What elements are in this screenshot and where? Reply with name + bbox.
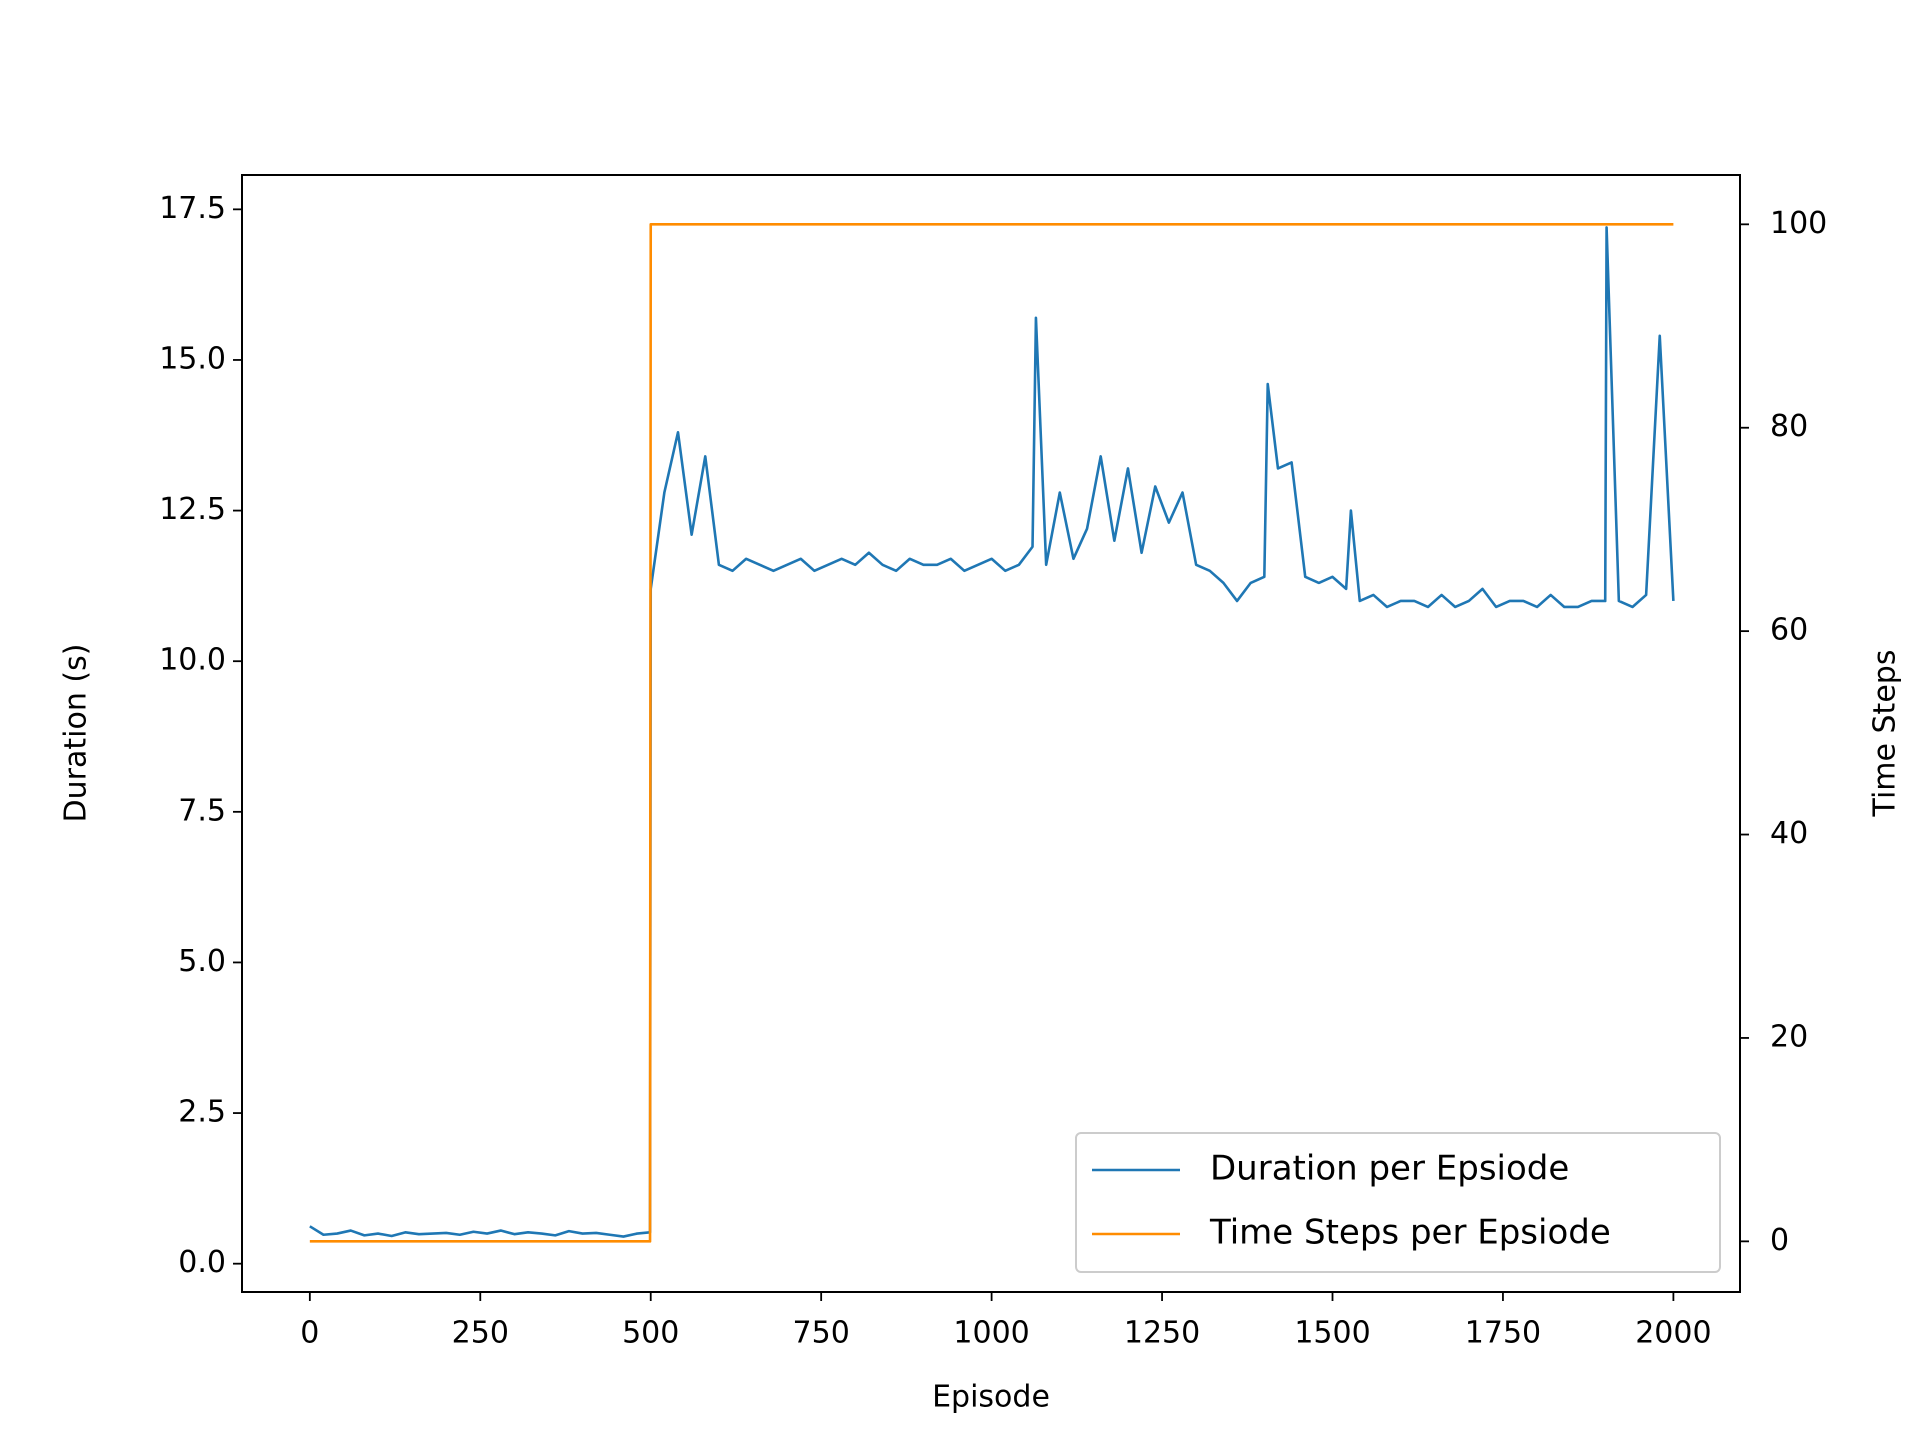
y2-tick-label: 0	[1770, 1223, 1789, 1258]
y2-tick-label: 80	[1770, 409, 1808, 444]
y-tick-label: 12.5	[159, 492, 226, 527]
x-tick-label: 1000	[953, 1316, 1029, 1351]
y-tick-label: 2.5	[178, 1095, 226, 1130]
x-tick-label: 250	[452, 1316, 509, 1351]
y-tick-label: 5.0	[178, 944, 226, 979]
x-tick-label: 2000	[1635, 1316, 1711, 1351]
y2-axis-label: Time Steps	[1868, 650, 1903, 818]
y-tick-label: 15.0	[159, 341, 226, 376]
y-tick-label: 17.5	[159, 191, 226, 226]
legend: Duration per Epsiode Time Steps per Epsio…	[1075, 1132, 1721, 1273]
x-tick-label: 0	[300, 1316, 319, 1351]
x-tick-label: 1500	[1294, 1316, 1370, 1351]
legend-label: Duration per Epsiode	[1210, 1149, 1569, 1189]
x-tick-label: 500	[622, 1316, 679, 1351]
y-tick-label: 10.0	[159, 643, 226, 678]
data-line	[309, 226, 1675, 1238]
legend-label: Time Steps per Epsiode	[1209, 1213, 1611, 1253]
y-tick-label: 0.0	[178, 1245, 226, 1280]
y2-tick-label: 40	[1770, 816, 1808, 851]
x-tick-label: 750	[793, 1316, 850, 1351]
y-axis-label: Duration (s)	[59, 644, 94, 823]
plot-frame	[241, 174, 1741, 1293]
y2-tick-label: 20	[1770, 1019, 1808, 1054]
y2-tick-label: 100	[1770, 206, 1827, 241]
x-tick-label: 1750	[1465, 1316, 1541, 1351]
data-line	[309, 223, 1674, 1243]
legend-box	[1075, 1132, 1721, 1273]
y-tick-label: 7.5	[178, 793, 226, 828]
x-tick-label: 1250	[1124, 1316, 1200, 1351]
y2-tick-label: 60	[1770, 613, 1808, 648]
x-axis-label: Episode	[932, 1380, 1050, 1415]
